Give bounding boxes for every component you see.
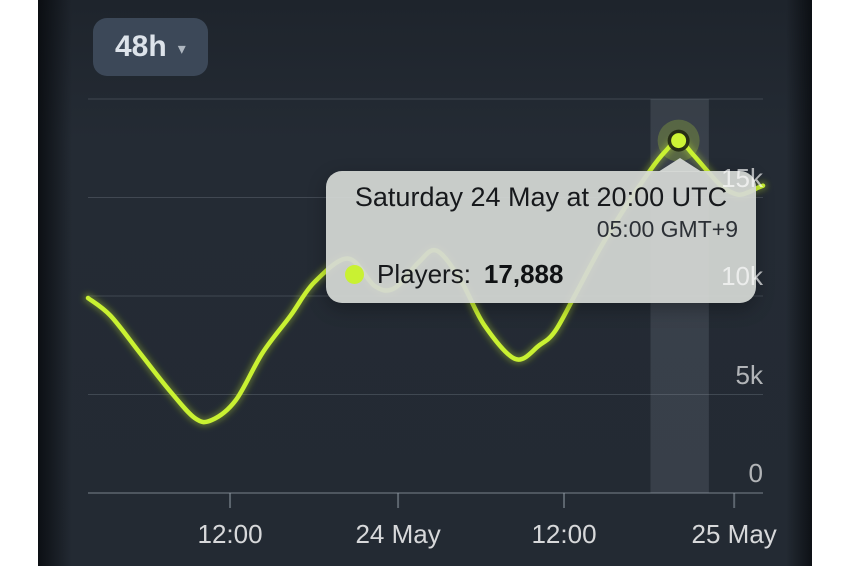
time-range-label: 48h <box>115 30 167 63</box>
time-range-dropdown[interactable]: 48h ▾ <box>93 18 208 76</box>
tooltip-players-row: Players: 17,888 <box>345 259 563 290</box>
x-axis-label: 12:00 <box>197 519 263 549</box>
tooltip-players-value: 17,888 <box>483 259 564 289</box>
tooltip-series-label: Players: <box>377 259 471 289</box>
x-axis-label: 25 May <box>691 519 777 549</box>
tooltip-date: Saturday 24 May at 20:00 UTC <box>354 182 728 212</box>
y-axis-label: 10k <box>721 261 763 291</box>
y-axis-label: 5k <box>735 359 763 390</box>
y-axis-label: 15k <box>721 162 763 193</box>
x-axis-label: 24 May <box>355 519 441 549</box>
x-axis-label: 12:00 <box>531 519 597 549</box>
chevron-down-icon: ▾ <box>177 40 186 58</box>
y-axis-label: 0 <box>748 458 763 488</box>
chart-tooltip: Saturday 24 May at 20:00 UTC 05:00 GMT+9… <box>326 171 756 303</box>
tooltip-local-time: 05:00 GMT+9 <box>596 216 738 242</box>
series-dot-icon <box>345 265 364 284</box>
